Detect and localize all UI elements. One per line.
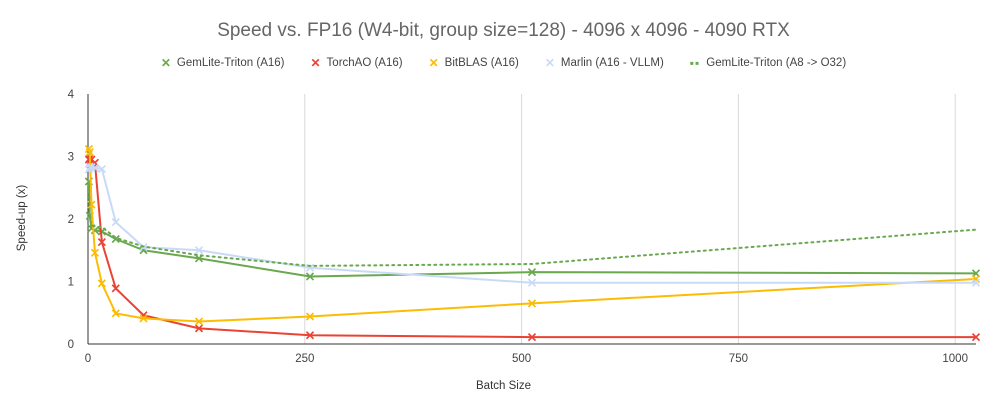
- legend-item-gemlite-a16: ✕ GemLite-Triton (A16): [161, 57, 285, 69]
- x-tick-label-3: 750: [729, 353, 748, 365]
- y-tick-label-3: 3: [68, 152, 74, 164]
- series-3-point-10: [971, 278, 981, 287]
- series-1-point-4: [97, 238, 106, 247]
- legend-item-torchao: ✕ TorchAO (A16): [310, 57, 402, 69]
- legend-label-bitblas: BitBLAS (A16): [444, 57, 519, 69]
- series-2-point-6: [139, 314, 148, 323]
- legend-label-marlin: Marlin (A16 - VLLM): [560, 57, 664, 69]
- x-tick-label-0: 0: [85, 353, 91, 365]
- series-2-point-3: [90, 248, 100, 257]
- legend-item-gemlite-a8: ▪▪ GemLite-Triton (A8 -> O32): [690, 57, 846, 69]
- series-line-3: [87, 166, 976, 284]
- series-3-point-5: [111, 218, 120, 227]
- y-tick-label-4: 4: [68, 89, 75, 101]
- series-1-point-10: [971, 333, 981, 342]
- legend-marker-gemlite-a16: ✕: [160, 56, 171, 70]
- x-tick-label-4: 1000: [942, 353, 968, 365]
- series-1-point-5: [111, 284, 120, 293]
- series-2-point-8: [305, 312, 315, 321]
- series-line-0: [87, 181, 977, 278]
- chart-legend: ✕ GemLite-Triton (A16) ✕ TorchAO (A16) ✕…: [0, 57, 1007, 69]
- y-tick-label-0: 0: [68, 339, 74, 351]
- legend-marker-torchao: ✕: [310, 56, 321, 70]
- x-tick-label-1: 250: [295, 353, 314, 365]
- legend-marker-marlin: ✕: [544, 56, 555, 70]
- series-1-point-9: [527, 333, 537, 342]
- x-tick-label-2: 500: [512, 353, 531, 365]
- legend-label-torchao: TorchAO (A16): [326, 57, 403, 69]
- legend-marker-gemlite-a8: ▪▪: [689, 56, 701, 70]
- series-1-point-7: [194, 324, 204, 333]
- series-2-point-9: [527, 299, 537, 308]
- series-2-point-1: [85, 148, 94, 157]
- series-line-4: [87, 183, 977, 267]
- legend-item-bitblas: ✕ BitBLAS (A16): [429, 57, 519, 69]
- legend-label-gemlite-a16: GemLite-Triton (A16): [176, 57, 285, 69]
- series-3-point-7: [194, 246, 204, 255]
- series-line-1: [88, 157, 976, 339]
- series-1-point-8: [305, 331, 315, 340]
- y-tick-label-2: 2: [68, 214, 74, 226]
- series-2-point-7: [194, 317, 204, 326]
- x-axis-label: Batch Size: [476, 380, 531, 392]
- legend-marker-bitblas: ✕: [428, 56, 439, 70]
- series-2-point-5: [111, 309, 120, 318]
- series-3-point-3: [90, 163, 100, 172]
- legend-item-marlin: ✕ Marlin (A16 - VLLM): [545, 57, 664, 69]
- legend-label-gemlite-a8: GemLite-Triton (A8 -> O32): [706, 57, 847, 69]
- series-3-point-9: [527, 278, 537, 287]
- series-2-point-4: [97, 279, 106, 288]
- chart-title: Speed vs. FP16 (W4-bit, group size=128) …: [217, 20, 790, 41]
- series-0-point-8: [305, 272, 315, 281]
- series-3-point-4: [97, 164, 106, 174]
- series-0-point-9: [527, 268, 537, 277]
- y-tick-label-1: 1: [68, 277, 74, 289]
- series-line-2: [87, 148, 977, 323]
